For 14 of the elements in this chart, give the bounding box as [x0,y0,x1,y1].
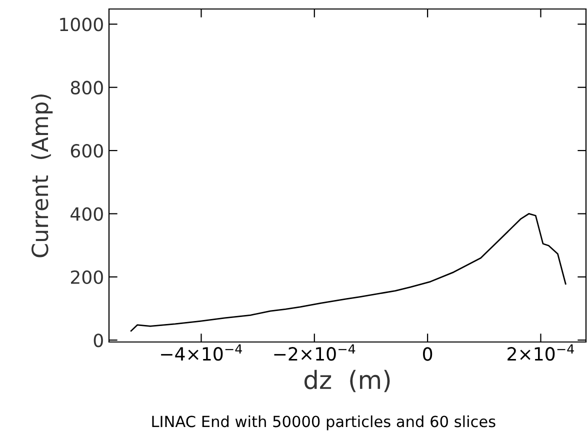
y-tick-label: 800 [70,80,103,94]
x-tick-label: 0 [423,347,432,361]
x-tick-label: −2×10$^{−4}$ [274,344,356,361]
y-tick-label: 1000 [60,18,103,32]
y-tick-label: 0 [94,334,103,348]
y-tick-label: 600 [70,144,103,158]
text: LINAC End with 50000 particles and 60 slices [152,415,496,430]
y-tick-label: 200 [71,270,103,284]
x-tick-label: −4×10$^{−4}$ [161,344,242,361]
y-axis-title: Current (Amp) [31,94,53,258]
x-axis-title: dz (m) [304,370,390,392]
line-series [130,213,566,332]
y-tick-label: 400 [70,207,103,221]
x-tick-label: 2×10$^{−4}$ [508,344,574,361]
